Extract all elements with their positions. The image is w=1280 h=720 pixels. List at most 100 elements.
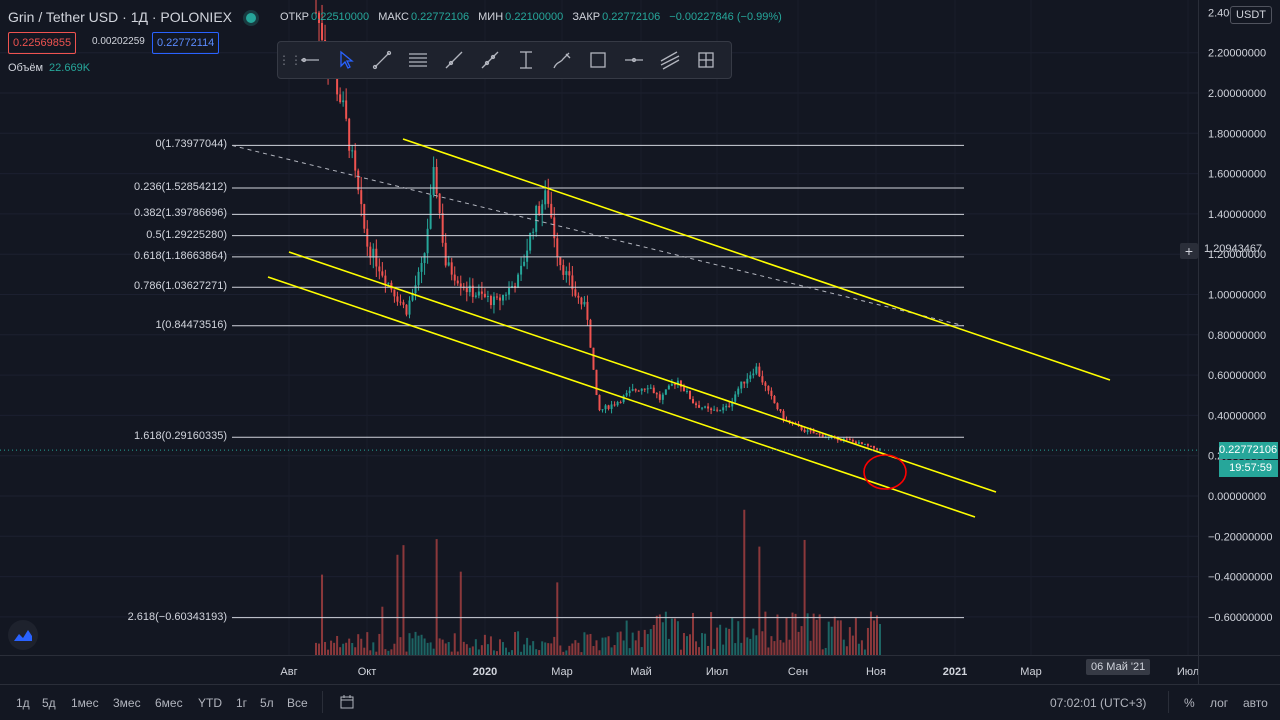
candle-body	[770, 390, 773, 397]
horizontal-ray-icon	[301, 57, 319, 63]
candle-body	[354, 150, 357, 171]
candle-body	[875, 448, 878, 451]
tradingview-logo-icon[interactable]	[8, 620, 38, 650]
trend-line-tool-button[interactable]	[364, 42, 400, 78]
candle-body	[851, 439, 854, 442]
low-value: 0.22100000	[505, 11, 564, 23]
timeframe-ytd[interactable]: YTD	[198, 696, 222, 710]
brush-tool-button[interactable]	[544, 42, 580, 78]
ray-tool-button[interactable]	[436, 42, 472, 78]
timeframe-1d[interactable]: 1д	[16, 696, 30, 710]
currency-badge[interactable]: USDT	[1230, 6, 1272, 24]
candle-body	[426, 228, 429, 254]
volume-bar	[375, 651, 378, 655]
spread-value: 0.00202259	[92, 36, 145, 47]
symbol-name[interactable]: Grin / Tether USD	[8, 9, 119, 25]
volume-bar	[812, 613, 815, 655]
timeframe-1y[interactable]: 1г	[236, 696, 248, 710]
timeframe-5d[interactable]: 5д	[42, 696, 56, 710]
x-tick-label: Мар	[551, 666, 573, 678]
candle-body	[420, 262, 423, 272]
candle-body	[402, 302, 405, 305]
y-tick-label: 2.00000000	[1208, 88, 1266, 100]
add-alert-plus-icon[interactable]: +	[1180, 243, 1198, 259]
candle-body	[315, 12, 317, 14]
candle-body	[637, 390, 640, 392]
candle-body	[803, 429, 806, 432]
timeframe-5y[interactable]: 5л	[260, 696, 274, 710]
volume-bar	[851, 635, 854, 655]
y-tick-label: −0.20000000	[1208, 531, 1273, 543]
candle-body	[369, 246, 372, 258]
trend-channels	[0, 138, 1198, 518]
ohlc-values: ОТКР 0.22510000 МАКС 0.22772106 МИН 0.22100…	[280, 11, 788, 23]
clock-timezone[interactable]: 07:02:01 (UTC+3)	[1050, 696, 1147, 710]
candle-body	[800, 425, 803, 430]
timeframe-all[interactable]: Все	[287, 696, 308, 710]
candle-body	[318, 12, 321, 23]
candle-body	[631, 389, 634, 391]
timeframe-6m[interactable]: 6мес	[155, 696, 183, 710]
volume-bar	[387, 650, 390, 655]
volume-bar	[761, 631, 764, 655]
candle-body	[405, 304, 408, 315]
candle-body	[459, 283, 462, 287]
candle-body	[408, 300, 411, 315]
volume-bar	[740, 642, 743, 655]
volume-bar	[710, 612, 713, 655]
candle-body	[740, 381, 743, 389]
price-range-tool-button[interactable]	[508, 42, 544, 78]
volume-bar	[562, 651, 565, 655]
volume-bar	[646, 634, 649, 655]
volume-bar	[607, 636, 610, 655]
volume-bar	[764, 611, 767, 655]
drawing-toolbar[interactable]: ⋮⋮	[277, 41, 732, 79]
volume-bar	[649, 629, 652, 655]
candle-body	[547, 190, 550, 204]
rectangle-tool-button[interactable]	[580, 42, 616, 78]
candle-body	[685, 390, 688, 392]
volume-bar	[547, 643, 550, 655]
calendar-icon[interactable]	[339, 694, 355, 715]
volume-bar	[348, 638, 351, 655]
candle-body	[351, 150, 354, 152]
toolbar-drag-handle[interactable]: ⋮⋮	[278, 53, 302, 67]
high-label: МАКС	[378, 11, 409, 23]
auto-scale-toggle[interactable]: авто	[1243, 696, 1268, 710]
open-value: 0.22510000	[311, 11, 370, 23]
volume-bar	[704, 633, 707, 655]
buy-price-button[interactable]: 0.22772114	[152, 32, 220, 54]
interval-label[interactable]: 1Д	[130, 9, 148, 25]
horizontal-line-tool-button[interactable]	[616, 42, 652, 78]
percent-scale-toggle[interactable]: %	[1184, 696, 1195, 710]
candle-body	[773, 396, 776, 404]
fib-retracement-tool-button[interactable]	[688, 42, 724, 78]
y-tick-label: 1.80000000	[1208, 128, 1266, 140]
horizontal-ray-tool-button[interactable]	[292, 42, 328, 78]
volume-bar	[872, 620, 875, 655]
parallel-channel-tool-button[interactable]	[400, 42, 436, 78]
volume-bar	[501, 642, 504, 655]
symbol-title[interactable]: Grin / Tether USD · 1Д · POLONIEX	[8, 9, 266, 25]
candle-body	[574, 289, 577, 296]
volume-bar	[565, 650, 568, 655]
cursor-tool-button[interactable]	[328, 42, 364, 78]
volume-bar	[571, 643, 574, 655]
sell-price-button[interactable]: 0.22569855	[8, 32, 77, 54]
candle-body	[345, 100, 348, 119]
fib-channel-tool-button[interactable]	[652, 42, 688, 78]
log-scale-toggle[interactable]: лог	[1210, 696, 1229, 710]
volume-bar	[544, 642, 547, 655]
volume-bar	[390, 649, 393, 655]
timeframe-3m[interactable]: 3мес	[113, 696, 141, 710]
candle-body	[782, 411, 785, 421]
extended-line-tool-button[interactable]	[472, 42, 508, 78]
candle-body	[722, 407, 725, 411]
volume-bar	[803, 539, 806, 655]
volume-bar	[676, 621, 679, 655]
y-tick-label: 1.20000000	[1208, 249, 1266, 261]
timeframe-1m[interactable]: 1мес	[71, 696, 99, 710]
candle-body	[580, 297, 583, 305]
candle-body	[701, 407, 704, 409]
